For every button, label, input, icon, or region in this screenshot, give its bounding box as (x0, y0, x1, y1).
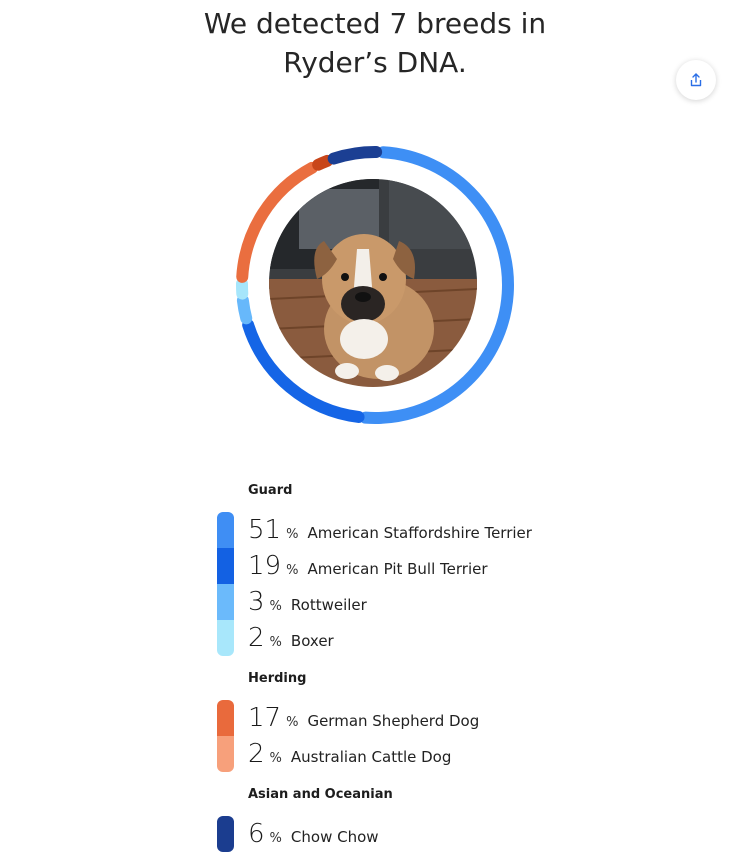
breed-name: American Staffordshire Terrier (307, 515, 531, 551)
percent-sign: % (270, 821, 282, 857)
breed-percent: 51 (248, 512, 281, 548)
percent-sign: % (270, 589, 282, 625)
group-title-guard: Guard (248, 482, 697, 499)
group-bar-asian-oceanian (217, 816, 234, 852)
share-button[interactable] (676, 60, 716, 100)
breed-percent: 6 (248, 816, 265, 852)
group-guard: 51 % American Staffordshire Terrier 19 %… (217, 512, 697, 656)
group-asian-oceanian: 6 % Chow Chow (217, 816, 697, 852)
ring-segment (334, 152, 376, 159)
group-herding: 17 % German Shepherd Dog 2 % Australian … (217, 700, 697, 772)
breed-name: Australian Cattle Dog (291, 739, 451, 775)
breed-name: Rottweiler (291, 587, 367, 623)
headline-line-1: We detected 7 breeds in (204, 7, 546, 40)
breed-percent: 2 (248, 736, 265, 772)
group-title-herding: Herding (248, 670, 697, 687)
ring-segment (243, 301, 246, 319)
dog-photo (269, 179, 477, 387)
percent-sign: % (270, 741, 282, 777)
breed-percent: 17 (248, 700, 281, 736)
breed-row[interactable]: 6 % Chow Chow (248, 816, 697, 852)
breed-row[interactable]: 19 % American Pit Bull Terrier (248, 548, 697, 584)
group-bar-guard (217, 512, 234, 656)
page-headline: We detected 7 breeds in Ryder’s DNA. (175, 4, 575, 82)
percent-sign: % (286, 553, 298, 589)
headline-line-2: Ryder’s DNA. (283, 46, 466, 79)
breed-row[interactable]: 51 % American Staffordshire Terrier (248, 512, 697, 548)
percent-sign: % (270, 625, 282, 661)
breed-row[interactable]: 3 % Rottweiler (248, 584, 697, 620)
breed-row[interactable]: 17 % German Shepherd Dog (248, 700, 697, 736)
breed-percent: 19 (248, 548, 281, 584)
breed-percent: 2 (248, 620, 265, 656)
breed-row[interactable]: 2 % Boxer (248, 620, 697, 656)
group-title-asian-oceanian: Asian and Oceanian (248, 786, 697, 803)
percent-sign: % (286, 517, 298, 553)
breed-row[interactable]: 2 % Australian Cattle Dog (248, 736, 697, 772)
ring-segment (318, 161, 327, 165)
breed-breakdown: Guard 51 % American Staffordshire Terrie… (217, 482, 697, 866)
breed-name: American Pit Bull Terrier (307, 551, 487, 587)
share-icon (688, 72, 704, 88)
group-bar-herding (217, 700, 234, 772)
breed-name: Boxer (291, 623, 334, 659)
breed-name: Chow Chow (291, 819, 379, 855)
percent-sign: % (286, 705, 298, 741)
breed-name: German Shepherd Dog (307, 703, 479, 739)
breed-percent: 3 (248, 584, 265, 620)
